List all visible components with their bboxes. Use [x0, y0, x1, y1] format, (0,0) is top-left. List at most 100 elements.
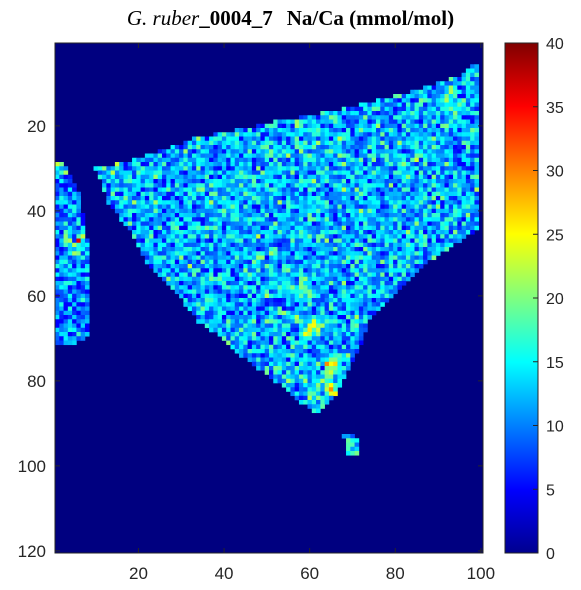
heatmap-cell: [393, 179, 398, 184]
heatmap-cell: [260, 259, 266, 265]
heatmap-cell: [350, 213, 355, 218]
heatmap-cell: [316, 230, 321, 235]
heatmap-cell: [226, 251, 231, 256]
heatmap-cell: [119, 191, 124, 197]
heatmap-cell: [281, 281, 287, 286]
heatmap-cell: [230, 132, 236, 137]
heatmap-cell: [316, 310, 321, 316]
heatmap-cell: [136, 183, 141, 188]
heatmap-cell: [457, 221, 462, 227]
heatmap-cell: [333, 204, 338, 210]
heatmap-cell: [457, 149, 462, 154]
heatmap-cell: [448, 102, 454, 108]
heatmap-cell: [162, 204, 167, 210]
heatmap-cell: [247, 174, 253, 180]
heatmap-cell: [239, 128, 244, 133]
heatmap-cell: [457, 128, 462, 133]
heatmap-cell: [153, 204, 159, 210]
heatmap-cell: [465, 94, 471, 99]
heatmap-cell: [239, 221, 244, 227]
heatmap-cell: [427, 174, 432, 180]
heatmap-cell: [354, 306, 360, 312]
heatmap-cell: [328, 332, 334, 337]
heatmap-cell: [320, 217, 325, 222]
heatmap-cell: [465, 102, 471, 108]
heatmap-cell: [264, 247, 270, 252]
heatmap-cell: [209, 179, 214, 184]
heatmap-cell: [384, 234, 390, 239]
heatmap-cell: [260, 251, 266, 256]
heatmap-cell: [461, 85, 467, 91]
heatmap-cell: [367, 187, 373, 193]
heatmap-cell: [427, 238, 432, 244]
heatmap-cell: [324, 230, 330, 235]
heatmap-cell: [132, 200, 137, 205]
heatmap-cell: [307, 213, 313, 218]
heatmap-cell: [221, 242, 227, 248]
heatmap-cell: [269, 285, 274, 290]
heatmap-cell: [465, 153, 471, 159]
heatmap-cell: [174, 247, 180, 252]
heatmap-cell: [431, 247, 437, 252]
heatmap-cell: [281, 208, 287, 214]
heatmap-cell: [307, 327, 313, 333]
heatmap-cell: [273, 315, 278, 320]
heatmap-cell: [187, 221, 193, 227]
heatmap-cell: [461, 119, 467, 125]
heatmap-cell: [63, 234, 69, 239]
heatmap-cell: [298, 208, 304, 214]
heatmap-cell: [277, 370, 283, 375]
heatmap-cell: [311, 315, 317, 320]
heatmap-cell: [311, 285, 317, 290]
heatmap-cell: [474, 162, 480, 167]
heatmap-cell: [157, 221, 163, 227]
heatmap-cell: [260, 336, 266, 341]
heatmap-cell: [333, 264, 338, 269]
heatmap-cell: [256, 361, 261, 367]
heatmap-cell: [217, 319, 223, 324]
heatmap-cell: [67, 323, 73, 329]
heatmap-cell: [183, 247, 188, 252]
heatmap-cell: [247, 327, 253, 333]
heatmap-cell: [59, 204, 64, 210]
heatmap-cell: [453, 123, 458, 129]
heatmap-cell: [316, 145, 321, 150]
heatmap-cell: [76, 255, 81, 261]
heatmap-cell: [55, 187, 60, 193]
heatmap-cell: [234, 234, 240, 239]
heatmap-cell: [316, 123, 321, 129]
heatmap-cell: [350, 289, 355, 295]
heatmap-cell: [354, 302, 360, 307]
heatmap-cell: [243, 140, 248, 146]
heatmap-cell: [341, 285, 347, 290]
heatmap-cell: [294, 157, 300, 163]
heatmap-cell: [457, 179, 462, 184]
heatmap-cell: [465, 136, 471, 142]
heatmap-cell: [84, 281, 90, 286]
heatmap-cell: [80, 332, 86, 337]
heatmap-cell: [170, 221, 176, 227]
heatmap-cell: [84, 289, 90, 295]
heatmap-cell: [140, 217, 146, 222]
heatmap-cell: [230, 289, 236, 295]
heatmap-cell: [303, 281, 308, 286]
heatmap-cell: [230, 153, 236, 159]
heatmap-cell: [230, 187, 236, 193]
heatmap-cell: [431, 145, 437, 150]
heatmap-cell: [277, 298, 283, 303]
heatmap-cell: [72, 268, 77, 273]
heatmap-cell: [350, 200, 355, 205]
heatmap-cell: [324, 281, 330, 286]
heatmap-cell: [256, 264, 261, 269]
heatmap-cell: [358, 191, 364, 197]
heatmap-cell: [363, 225, 368, 231]
heatmap-cell: [281, 310, 287, 316]
heatmap-cell: [328, 349, 334, 354]
heatmap-cell: [380, 157, 385, 163]
heatmap-cell: [204, 319, 210, 324]
heatmap-cell: [444, 140, 450, 146]
heatmap-cell: [217, 276, 223, 282]
heatmap-cell: [363, 327, 368, 333]
heatmap-cell: [358, 255, 364, 261]
heatmap-cell: [204, 200, 210, 205]
